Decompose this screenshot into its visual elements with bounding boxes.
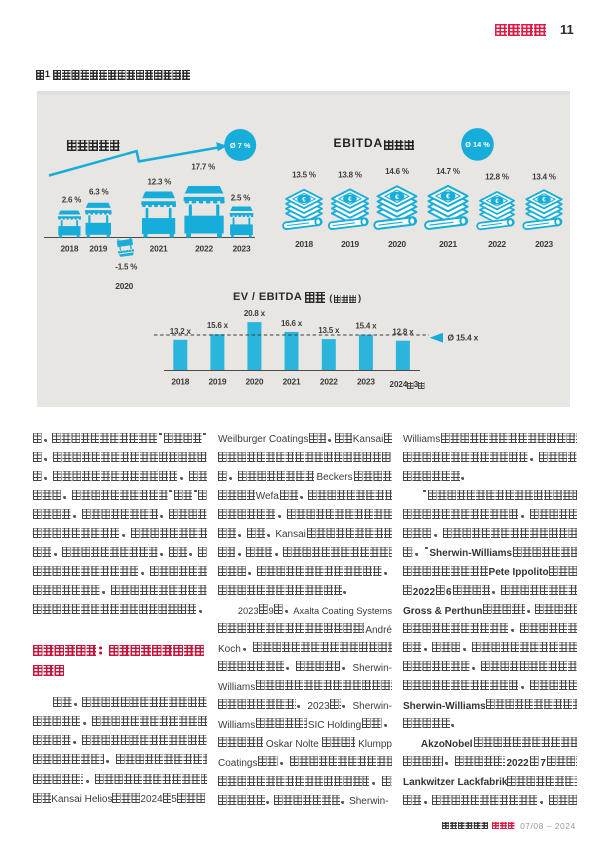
svg-text:Ø 7 %: Ø 7 % — [230, 141, 251, 150]
svg-text:14.7 %: 14.7 % — [436, 167, 460, 176]
svg-text:2020: 2020 — [388, 239, 406, 249]
svg-text:2022: 2022 — [488, 239, 506, 249]
svg-text:2019: 2019 — [89, 244, 107, 254]
svg-text:-1.5 %: -1.5 % — [115, 263, 137, 272]
svg-text:Ø 15.4 x: Ø 15.4 x — [448, 333, 479, 343]
svg-text:12.8 %: 12.8 % — [485, 173, 509, 182]
svg-text:17.7 %: 17.7 % — [191, 163, 215, 172]
svg-text:16.6 x: 16.6 x — [281, 319, 303, 328]
svg-text:2018: 2018 — [171, 377, 189, 387]
svg-text:13.2 x: 13.2 x — [170, 327, 192, 336]
svg-text:15.6 x: 15.6 x — [207, 321, 229, 330]
svg-text:13.4 %: 13.4 % — [532, 173, 556, 182]
svg-text:2023: 2023 — [357, 377, 375, 387]
svg-text:2018: 2018 — [295, 239, 313, 249]
svg-text:2023: 2023 — [233, 244, 251, 254]
svg-text:2020: 2020 — [115, 281, 133, 291]
svg-text:12.8 x: 12.8 x — [392, 328, 414, 337]
svg-text:13.8 %: 13.8 % — [338, 171, 362, 180]
svg-text:6.3 %: 6.3 % — [89, 188, 109, 197]
svg-text:2.5 %: 2.5 % — [231, 194, 251, 203]
svg-text:2.6 %: 2.6 % — [62, 196, 82, 205]
svg-text:13.5 x: 13.5 x — [318, 326, 340, 335]
svg-text:2023: 2023 — [535, 239, 553, 249]
svg-text:2020: 2020 — [245, 377, 263, 387]
svg-text:2022: 2022 — [195, 244, 213, 254]
svg-text:2019: 2019 — [341, 239, 359, 249]
svg-text:20.8 x: 20.8 x — [244, 309, 266, 318]
svg-text:2021: 2021 — [150, 244, 168, 254]
svg-text:15.4 x: 15.4 x — [355, 322, 377, 331]
svg-text:2021: 2021 — [283, 377, 301, 387]
svg-text:12.3 %: 12.3 % — [148, 178, 172, 187]
svg-text:2021: 2021 — [439, 239, 457, 249]
svg-text:2019: 2019 — [208, 377, 226, 387]
svg-text:14.6 %: 14.6 % — [385, 167, 409, 176]
svg-text:13.5 %: 13.5 % — [292, 171, 316, 180]
svg-text:Ø 14 %: Ø 14 % — [465, 140, 490, 149]
svg-text:2018: 2018 — [60, 244, 78, 254]
svg-text:2022: 2022 — [320, 377, 338, 387]
